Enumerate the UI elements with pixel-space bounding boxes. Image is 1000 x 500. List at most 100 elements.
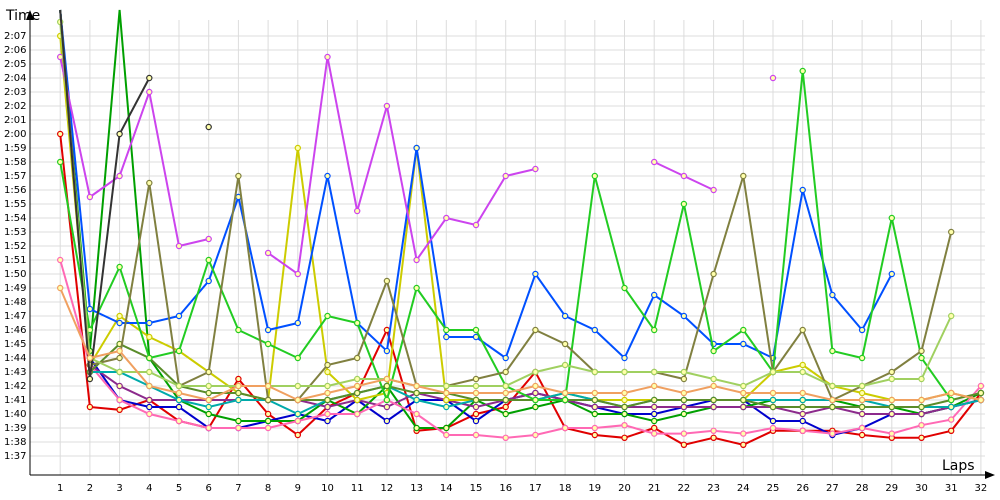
data-point [294, 354, 301, 362]
data-point [710, 403, 717, 411]
data-point [324, 410, 331, 418]
data-point [651, 396, 658, 404]
y-tick-label: 1:49 [4, 283, 26, 294]
data-point [680, 172, 688, 180]
y-tick-label: 1:52 [4, 241, 26, 252]
data-point [680, 368, 688, 376]
x-tick-label: 19 [588, 483, 601, 494]
x-tick-label: 6 [206, 483, 212, 494]
data-point [829, 430, 836, 437]
x-axis-arrow [985, 471, 995, 479]
data-point [264, 396, 272, 404]
y-tick-labels: 1:37 1:38 1:39 1:40 1:41 1:42 1:43 1:44 1:45 1:46… [4, 31, 26, 462]
series-line [59, 56, 209, 248]
data-point [175, 389, 183, 397]
data-point [710, 427, 717, 434]
data-point [561, 312, 569, 320]
data-point [413, 144, 420, 152]
data-point [918, 403, 925, 411]
data-point [57, 130, 64, 138]
data-point [413, 382, 420, 390]
data-point [680, 441, 688, 448]
data-point [710, 396, 717, 404]
series-3 [59, 9, 985, 432]
x-tick-label: 11 [351, 483, 364, 494]
y-tick-label: 2:00 [4, 129, 26, 140]
x-tick-label: 8 [265, 483, 271, 494]
data-point [354, 319, 361, 327]
data-point [948, 396, 955, 404]
data-point [740, 441, 747, 448]
data-point [205, 277, 212, 285]
data-point [294, 410, 301, 418]
data-point [532, 396, 539, 404]
data-point [383, 347, 391, 355]
data-point [264, 410, 272, 418]
data-point [443, 214, 450, 222]
data-point [948, 389, 955, 397]
data-point [769, 396, 777, 404]
data-point [146, 333, 153, 341]
data-point [413, 424, 420, 432]
data-point [621, 403, 628, 411]
data-point [651, 403, 658, 411]
data-point [472, 396, 480, 404]
data-point [858, 382, 866, 390]
y-tick-label: 1:44 [4, 353, 26, 364]
series-10 [57, 53, 777, 278]
data-point [651, 291, 658, 299]
data-point [710, 434, 717, 441]
y-tick-label: 1:48 [4, 297, 26, 308]
y-tick-label: 1:55 [4, 199, 26, 210]
x-tick-label: 13 [410, 483, 423, 494]
data-point [443, 431, 450, 439]
data-point [235, 375, 242, 383]
x-tick-label: 20 [618, 483, 631, 494]
data-point [799, 403, 806, 411]
data-point [175, 312, 183, 320]
data-point [235, 389, 242, 397]
data-point [740, 382, 747, 390]
data-point [86, 305, 94, 313]
data-point [799, 389, 806, 397]
x-tick-label: 14 [440, 483, 453, 494]
data-point [680, 410, 688, 418]
y-tick-label: 1:57 [4, 171, 26, 182]
x-tick-label: 5 [176, 483, 182, 494]
data-point [710, 382, 717, 390]
data-point [205, 389, 212, 397]
data-point [591, 410, 599, 418]
data-point [354, 396, 361, 404]
data-point [146, 403, 153, 411]
data-point [472, 221, 480, 229]
data-point [146, 88, 153, 96]
data-point [651, 417, 658, 425]
data-point [205, 410, 212, 418]
data-point [651, 424, 658, 432]
data-point [502, 368, 509, 376]
data-point [413, 396, 420, 404]
data-point [888, 430, 896, 437]
data-point [324, 396, 331, 404]
data-point [680, 396, 688, 404]
data-point [86, 375, 94, 383]
data-point [383, 375, 391, 383]
x-tick-label: 26 [796, 483, 809, 494]
y-tick-label: 2:04 [4, 73, 26, 84]
x-tick-labels: 1 2 3 4 5 6 7 8 9 10 11 12 13 14 15 16 17 18 19 20 21 22 23 24 2… [57, 483, 987, 494]
data-point [205, 396, 212, 404]
data-point [740, 396, 747, 404]
data-point [146, 410, 153, 418]
data-point [116, 130, 123, 138]
data-point [502, 410, 509, 418]
x-tick-label: 16 [499, 483, 512, 494]
data-point [324, 361, 331, 369]
data-point [769, 417, 777, 425]
y-tick-label: 1:58 [4, 157, 26, 168]
data-point [502, 396, 509, 404]
data-point [116, 396, 123, 404]
data-point [858, 326, 866, 334]
data-point [443, 333, 450, 341]
data-point [532, 368, 539, 376]
x-tick-label: 2 [87, 483, 93, 494]
